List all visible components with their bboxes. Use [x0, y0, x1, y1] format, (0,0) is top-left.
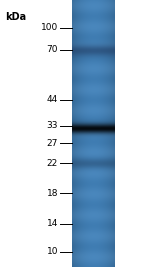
- Text: 27: 27: [47, 139, 58, 147]
- Text: 14: 14: [47, 219, 58, 229]
- Text: 18: 18: [46, 189, 58, 198]
- Text: 33: 33: [46, 121, 58, 131]
- Text: 70: 70: [46, 45, 58, 54]
- Text: 44: 44: [47, 96, 58, 104]
- Text: 22: 22: [47, 159, 58, 167]
- Text: 100: 100: [41, 23, 58, 33]
- Text: 10: 10: [46, 248, 58, 257]
- Text: kDa: kDa: [5, 12, 26, 22]
